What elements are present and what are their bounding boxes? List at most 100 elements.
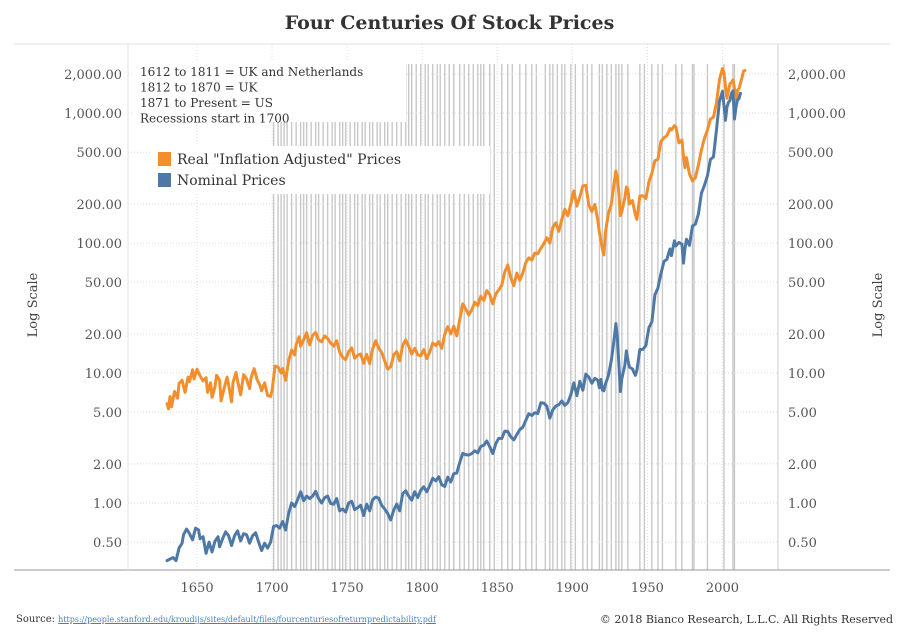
axes: 1650 1700 1750 1800 1850 1900 1950 2000 0.50 0.50… — [14, 43, 890, 596]
recession-bar — [334, 64, 336, 570]
recession-bar — [586, 64, 589, 570]
recession-bar — [610, 64, 613, 570]
x-tick-label: 1750 — [331, 581, 364, 596]
recession-bar — [693, 64, 695, 570]
y-tick-label-right: 500.00 — [788, 146, 834, 161]
recession-bar — [621, 64, 623, 570]
recession-bar — [675, 64, 677, 570]
recession-bar — [344, 64, 347, 570]
y-tick-label-left: 10.00 — [85, 367, 122, 382]
y-axis-label-left: Log Scale — [26, 272, 41, 337]
recession-bar — [280, 64, 282, 570]
recession-bar — [326, 64, 329, 570]
recession-bar — [723, 64, 725, 570]
recession-bar — [405, 64, 407, 570]
recession-bar — [277, 64, 279, 570]
recession-bar — [384, 64, 386, 570]
y-tick-label-right: 2.00 — [788, 458, 817, 473]
y-tick-label-left: 1.00 — [93, 497, 122, 512]
recession-bar — [290, 64, 293, 570]
recession-bar — [371, 64, 374, 570]
recession-bar — [391, 64, 393, 570]
y-tick-label-left: 50.00 — [85, 276, 122, 291]
recession-bar — [561, 64, 563, 570]
recession-bar — [400, 64, 402, 570]
y-axis-label-right: Log Scale — [871, 272, 886, 337]
recession-bar — [507, 64, 509, 570]
y-tick-label-right: 1.00 — [788, 497, 817, 512]
recession-bar — [582, 64, 584, 570]
recession-bar — [387, 64, 389, 570]
annotation-line: 1612 to 1811 = UK and Netherlands — [140, 65, 363, 79]
legend-label: Real "Inflation Adjusted" Prices — [177, 152, 401, 168]
recession-bar — [379, 64, 381, 570]
y-tick-label-right: 2,000.00 — [788, 68, 846, 83]
recession-bar — [564, 64, 566, 570]
recession-bar — [436, 64, 438, 570]
recession-bar — [361, 64, 363, 570]
recession-bar — [493, 64, 495, 570]
recession-bar — [415, 64, 417, 570]
recession-bar — [364, 64, 366, 570]
recession-bar — [489, 64, 491, 570]
source-label: Source: — [16, 614, 55, 625]
annotation-text: 1612 to 1811 = UK and Netherlands 1812 to… — [140, 65, 363, 126]
y-tick-label-right: 10.00 — [788, 367, 825, 382]
y-tick-label-left: 0.50 — [93, 536, 122, 551]
y-tick-label-left: 2,000.00 — [64, 68, 122, 83]
legend-swatch — [158, 152, 171, 166]
y-tick-label-right: 200.00 — [788, 198, 834, 213]
y-tick-label-right: 20.00 — [788, 328, 825, 343]
recession-bar — [657, 64, 659, 570]
recession-bar — [706, 64, 709, 570]
recession-bar — [408, 64, 410, 570]
x-tick-label: 2000 — [706, 581, 739, 596]
copyright-notice: © 2018 Bianco Research, L.L.C. All Right… — [599, 613, 893, 626]
recession-bar — [606, 64, 608, 570]
source-link[interactable]: https://people.stanford.edu/kroudijs/sit… — [58, 615, 436, 624]
y-tick-label-left: 1,000.00 — [64, 107, 122, 122]
recession-bar — [305, 64, 308, 570]
y-tick-label-left: 500.00 — [77, 146, 123, 161]
recession-bar — [544, 64, 547, 570]
real-prices-line — [165, 67, 747, 411]
x-tick-label: 1900 — [556, 581, 589, 596]
recession-bar — [556, 64, 559, 570]
recession-bar — [349, 64, 351, 570]
series-layer — [165, 67, 747, 563]
recession-bar — [733, 64, 736, 570]
legend: Real "Inflation Adjusted" Prices Nominal … — [158, 152, 401, 189]
x-tick-label: 1800 — [406, 581, 439, 596]
annotation-line: 1812 to 1870 = UK — [140, 81, 259, 95]
recession-bar — [396, 64, 398, 570]
recession-bar — [295, 64, 297, 570]
recession-bar — [661, 64, 664, 570]
y-tick-label-right: 5.00 — [788, 406, 817, 421]
recession-bar — [732, 64, 734, 570]
y-tick-label-left: 20.00 — [85, 328, 122, 343]
recession-bar — [341, 64, 344, 570]
legend-swatch — [158, 173, 171, 187]
recession-bar — [531, 64, 533, 570]
recession-bar — [483, 64, 485, 570]
recession-bar — [552, 64, 554, 570]
recession-bands — [272, 64, 736, 570]
recession-bar — [535, 64, 538, 570]
recession-bar — [322, 64, 324, 570]
recession-bar — [411, 64, 413, 570]
y-tick-label-right: 0.50 — [788, 536, 817, 551]
recession-bar — [353, 64, 356, 570]
recession-bar — [477, 64, 479, 570]
recession-bar — [519, 64, 521, 570]
y-tick-label-right: 50.00 — [788, 276, 825, 291]
recession-bar — [598, 64, 601, 570]
recession-bar — [444, 64, 446, 570]
recession-bar — [574, 64, 577, 570]
recession-bar — [549, 64, 551, 570]
y-tick-label-left: 200.00 — [77, 198, 123, 213]
recession-bar — [468, 64, 470, 570]
recession-bar — [439, 64, 441, 570]
recession-bar — [480, 64, 482, 570]
recession-bar — [317, 64, 320, 570]
